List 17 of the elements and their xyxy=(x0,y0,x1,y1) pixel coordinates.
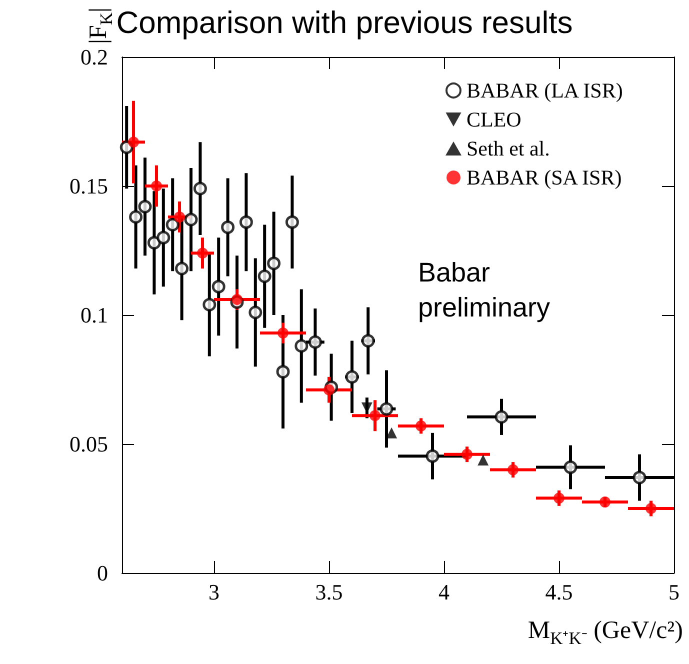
x-tick-label: 3 xyxy=(208,580,220,604)
y-tick-label: 0.05 xyxy=(70,432,108,456)
legend-label: CLEO xyxy=(466,108,522,132)
x-tick-label: 3.5 xyxy=(315,580,343,604)
x-axis-title: M$_{K⁺K⁻}$ (GeV/c²) xyxy=(528,617,683,648)
x-tick-label: 4.5 xyxy=(545,580,573,604)
y-tick-label: 0.1 xyxy=(80,302,108,328)
y-tick-label: 0.2 xyxy=(80,44,108,70)
legend-label: Seth et al. xyxy=(466,136,550,160)
x-tick-label: 4 xyxy=(438,580,450,604)
legend-label: BABAR (SA ISR) xyxy=(466,166,622,190)
legend-label: BABAR (LA ISR) xyxy=(466,78,623,102)
y-tick-label: 0.15 xyxy=(70,174,108,198)
x-tick-label: 5 xyxy=(668,580,680,604)
annotation: Babar preliminary xyxy=(418,258,551,322)
y-tick-label: 0 xyxy=(97,560,108,586)
chart-title: Comparison with previous results xyxy=(116,5,573,40)
